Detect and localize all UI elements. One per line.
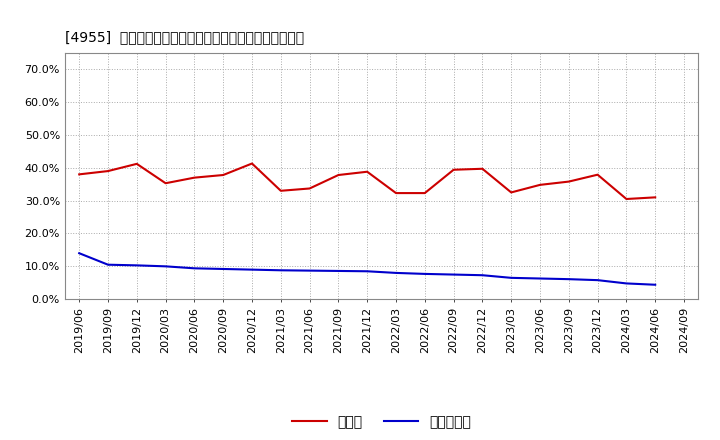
Line: 現預金: 現預金 bbox=[79, 164, 655, 199]
有利子負債 bbox=[507, 275, 516, 280]
有利子負債 bbox=[622, 281, 631, 286]
現預金 bbox=[132, 161, 141, 166]
有利子負債 bbox=[363, 269, 372, 274]
有利子負債 bbox=[564, 276, 573, 282]
現預金 bbox=[507, 190, 516, 195]
有利子負債 bbox=[651, 282, 660, 287]
現預金 bbox=[564, 179, 573, 184]
現預金 bbox=[478, 166, 487, 172]
有利子負債 bbox=[248, 267, 256, 272]
有利子負債 bbox=[593, 278, 602, 283]
有利子負債 bbox=[449, 272, 458, 277]
現預金 bbox=[190, 175, 199, 180]
有利子負債 bbox=[104, 262, 112, 268]
有利子負債 bbox=[420, 271, 429, 277]
有利子負債 bbox=[132, 263, 141, 268]
有利子負債 bbox=[392, 270, 400, 275]
現預金 bbox=[622, 196, 631, 202]
有利子負債 bbox=[334, 268, 343, 274]
現預金 bbox=[593, 172, 602, 177]
現預金 bbox=[334, 172, 343, 178]
現預金 bbox=[276, 188, 285, 194]
現預金 bbox=[651, 195, 660, 200]
現預金 bbox=[363, 169, 372, 174]
現預金 bbox=[219, 172, 228, 178]
有利子負債 bbox=[190, 266, 199, 271]
現預金 bbox=[305, 186, 314, 191]
有利子負債 bbox=[276, 268, 285, 273]
有利子負債 bbox=[161, 264, 170, 269]
現預金 bbox=[420, 191, 429, 196]
現預金 bbox=[449, 167, 458, 172]
有利子負債 bbox=[478, 272, 487, 278]
有利子負債 bbox=[219, 266, 228, 271]
現預金 bbox=[536, 182, 544, 187]
現預金 bbox=[75, 172, 84, 177]
現預金 bbox=[248, 161, 256, 166]
現預金 bbox=[104, 169, 112, 174]
有利子負債 bbox=[305, 268, 314, 273]
Text: [4955]  現預金、有利子負債の総資産に対する比率の推移: [4955] 現預金、有利子負債の総資産に対する比率の推移 bbox=[65, 31, 304, 45]
Line: 有利子負債: 有利子負債 bbox=[79, 253, 655, 285]
有利子負債 bbox=[75, 250, 84, 256]
現預金 bbox=[392, 191, 400, 196]
現預金 bbox=[161, 180, 170, 186]
有利子負債 bbox=[536, 276, 544, 281]
Legend: 現預金, 有利子負債: 現預金, 有利子負債 bbox=[287, 410, 477, 435]
